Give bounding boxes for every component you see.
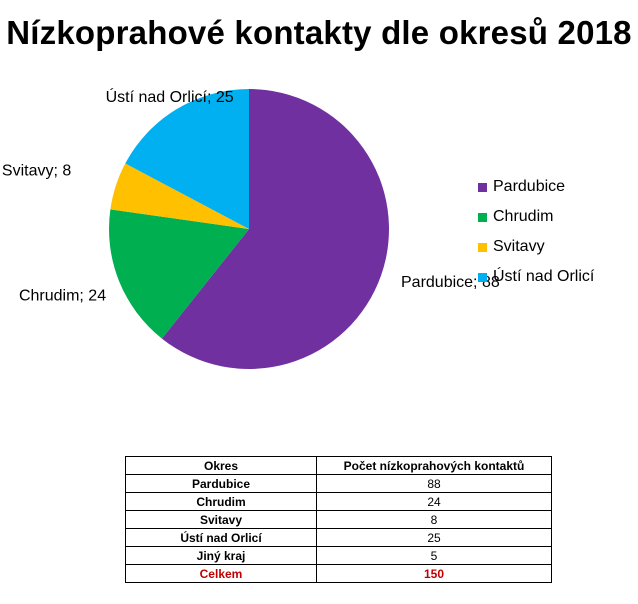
legend-item-svitavy: Svitavy bbox=[478, 232, 594, 262]
table-header-cell: Počet nízkoprahových kontaktů bbox=[316, 456, 552, 475]
table-total-label: Celkem bbox=[125, 564, 317, 583]
table-row: Ústí nad Orlicí 25 bbox=[125, 528, 552, 547]
table-row: Jiný kraj 5 bbox=[125, 546, 552, 565]
slice-pardubice bbox=[161, 89, 389, 370]
data-label: Svitavy; 8 bbox=[2, 163, 71, 180]
legend-label: Chrudim bbox=[493, 208, 554, 225]
table-total-value: 150 bbox=[316, 564, 552, 583]
data-label: Chrudim; 24 bbox=[19, 287, 106, 304]
slice-usti-nad-orlici bbox=[125, 89, 249, 229]
data-label: Ústí nad Orlicí; 25 bbox=[106, 87, 234, 106]
legend: Pardubice Chrudim Svitavy Ústí nad Orlic… bbox=[478, 172, 594, 292]
table-header-row: Okres Počet nízkoprahových kontaktů bbox=[125, 456, 552, 475]
table-row: Svitavy 8 bbox=[125, 510, 552, 529]
legend-label: Ústí nad Orlicí bbox=[493, 268, 595, 285]
data-table: Okres Počet nízkoprahových kontaktů Pard… bbox=[125, 456, 552, 583]
table-cell-count: 25 bbox=[316, 528, 552, 547]
table-cell-district: Jiný kraj bbox=[125, 546, 317, 565]
table-total-row: Celkem 150 bbox=[125, 564, 552, 583]
table-header-cell: Okres bbox=[125, 456, 317, 475]
legend-label: Pardubice bbox=[493, 178, 566, 195]
table-cell-count: 24 bbox=[316, 492, 552, 511]
table-cell-count: 8 bbox=[316, 510, 552, 529]
table-cell-district: Ústí nad Orlicí bbox=[125, 528, 317, 547]
data-label: Pardubice; 88 bbox=[401, 274, 500, 291]
pie-slices bbox=[109, 89, 389, 370]
table-cell-district: Pardubice bbox=[125, 474, 317, 493]
table-row: Chrudim 24 bbox=[125, 492, 552, 511]
table-row: Pardubice 88 bbox=[125, 474, 552, 493]
legend-label: Svitavy bbox=[493, 238, 545, 255]
pie-chart: Pardubice; 88 Chrudim; 24 Svitavy; 8 Ústí n… bbox=[2, 87, 500, 370]
legend-item-pardubice: Pardubice bbox=[478, 172, 594, 202]
legend-item-usti-nad-orlici: Ústí nad Orlicí bbox=[478, 262, 594, 292]
table-cell-district: Svitavy bbox=[125, 510, 317, 529]
chart-title: Nízkoprahové kontakty dle okresů 2018 bbox=[6, 14, 632, 51]
legend-swatch bbox=[478, 212, 487, 222]
slice-chrudim bbox=[109, 209, 249, 339]
table-cell-count: 5 bbox=[316, 546, 552, 565]
legend-swatch bbox=[478, 242, 487, 252]
pie-data-labels: Pardubice; 88 Chrudim; 24 Svitavy; 8 Ústí n… bbox=[2, 87, 500, 304]
table-cell-district: Chrudim bbox=[125, 492, 317, 511]
table-cell-count: 88 bbox=[316, 474, 552, 493]
legend-swatch bbox=[478, 182, 487, 192]
legend-swatch bbox=[478, 272, 487, 282]
legend-item-chrudim: Chrudim bbox=[478, 202, 594, 232]
slice-svitavy bbox=[110, 163, 250, 229]
